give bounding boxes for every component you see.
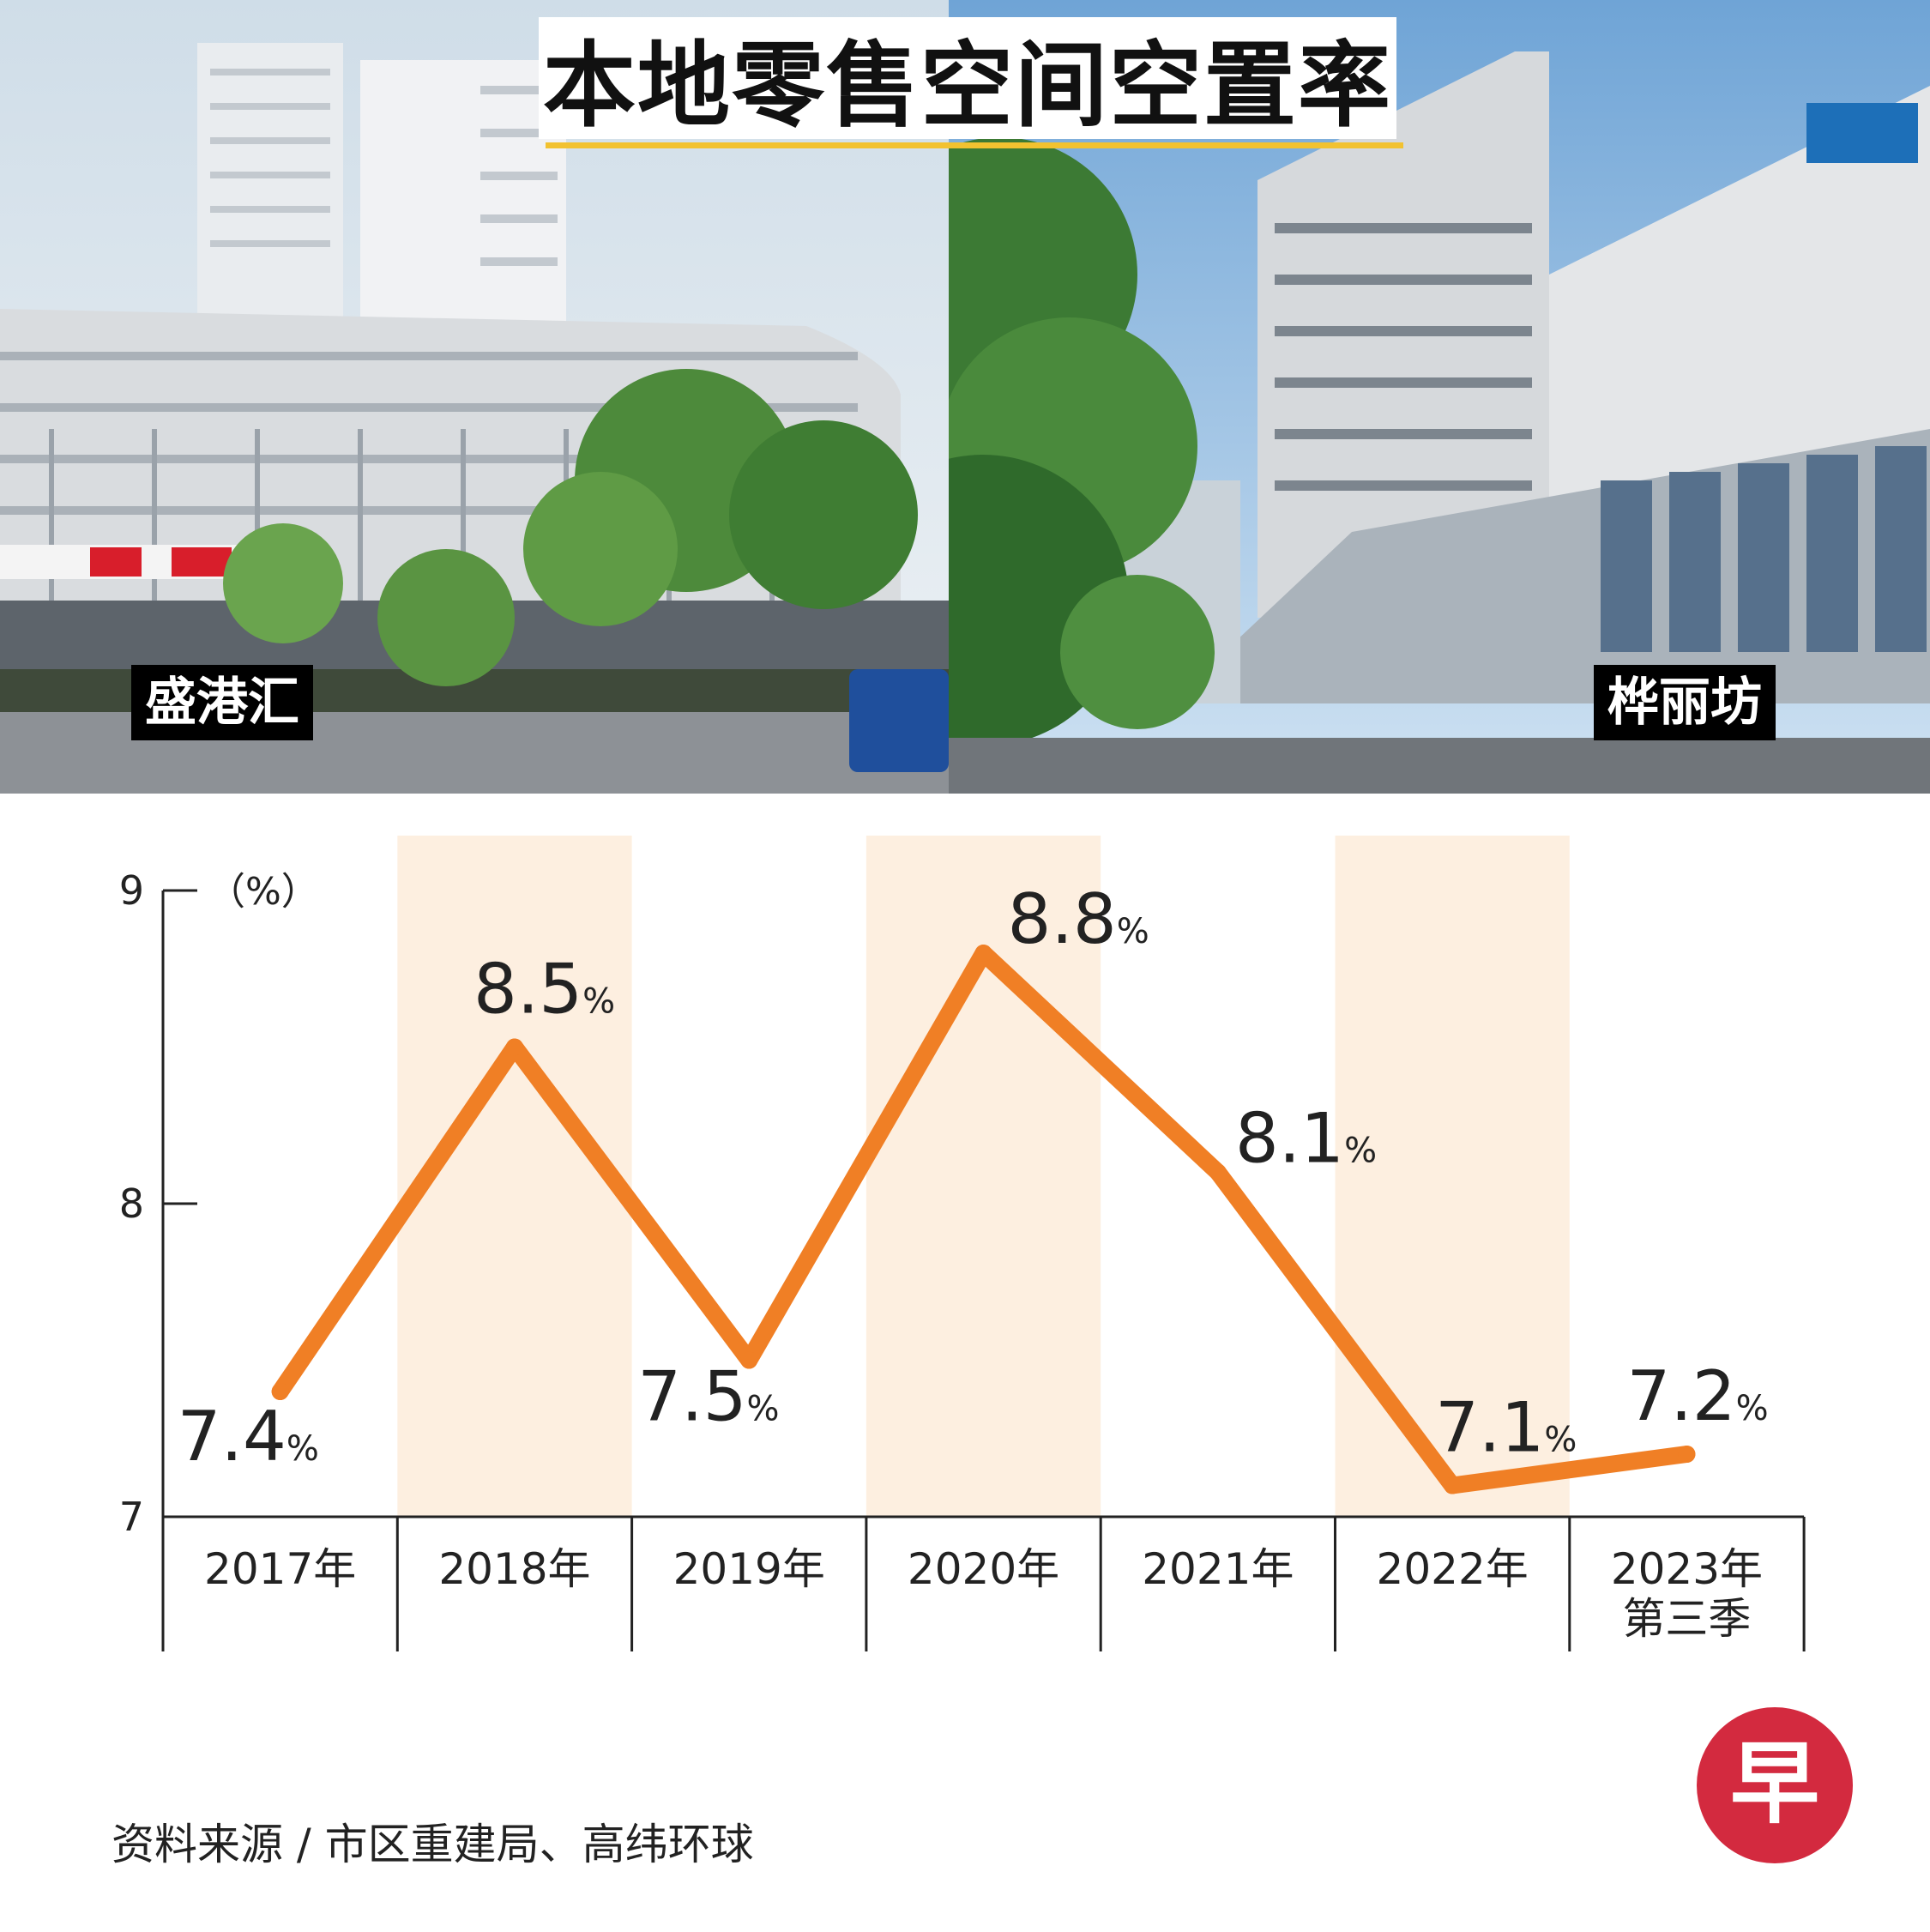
x-tick-label: 2017年 <box>204 1544 356 1594</box>
photo-label-left: 盛港汇 <box>131 665 313 740</box>
page-title: 本地零售空间空置率 <box>542 33 1392 140</box>
title-underline <box>546 142 1403 148</box>
shaded-band <box>1335 836 1570 1517</box>
data-label: 8.5% <box>473 950 615 1029</box>
x-tick-label: 2023年第三季 <box>1611 1544 1763 1644</box>
photo-label-right: 桦丽坊 <box>1594 665 1776 740</box>
data-point <box>1209 1163 1227 1181</box>
data-point <box>505 1038 523 1056</box>
vacancy-line-chart: 7 8 9 （%） 2017年 2018年 2019年 2020年 2021年 2022年 2023… <box>119 836 1806 1651</box>
title-box: 本地零售空间空置率 <box>539 17 1396 140</box>
zaobao-logo: 早 <box>1697 1707 1853 1863</box>
data-point <box>1444 1476 1462 1494</box>
x-tick-label: 2018年 <box>438 1544 590 1594</box>
x-tick-label: 2021年 <box>1142 1544 1294 1594</box>
logo-char: 早 <box>1730 1731 1819 1836</box>
x-tick-label: 2019年 <box>673 1544 825 1594</box>
logo-circle <box>1697 1707 1853 1863</box>
data-label: 8.1% <box>1235 1099 1377 1179</box>
photo-wisteria-mall <box>949 0 1930 794</box>
data-label: 8.8% <box>1008 879 1149 959</box>
data-label: 7.5% <box>637 1357 779 1437</box>
data-point <box>271 1383 289 1400</box>
x-tick-label: 2022年 <box>1377 1544 1529 1594</box>
data-point <box>1678 1446 1696 1463</box>
y-tick-label: 8 <box>119 1180 144 1227</box>
data-label: 7.2% <box>1626 1356 1768 1436</box>
data-label: 7.1% <box>1435 1388 1577 1468</box>
header-photos: 本地零售空间空置率 盛港汇 桦丽坊 <box>0 0 1930 794</box>
x-tick-label: 2020年 <box>908 1544 1059 1594</box>
y-tick-label: 7 <box>119 1494 144 1540</box>
source-note: 资料来源 / 市区重建局、高纬环球 <box>112 1820 754 1869</box>
y-tick-label: 9 <box>119 867 144 914</box>
y-unit-label: （%） <box>208 870 319 914</box>
data-label: 7.4% <box>178 1397 319 1476</box>
data-point <box>974 945 992 962</box>
data-point <box>740 1351 758 1369</box>
